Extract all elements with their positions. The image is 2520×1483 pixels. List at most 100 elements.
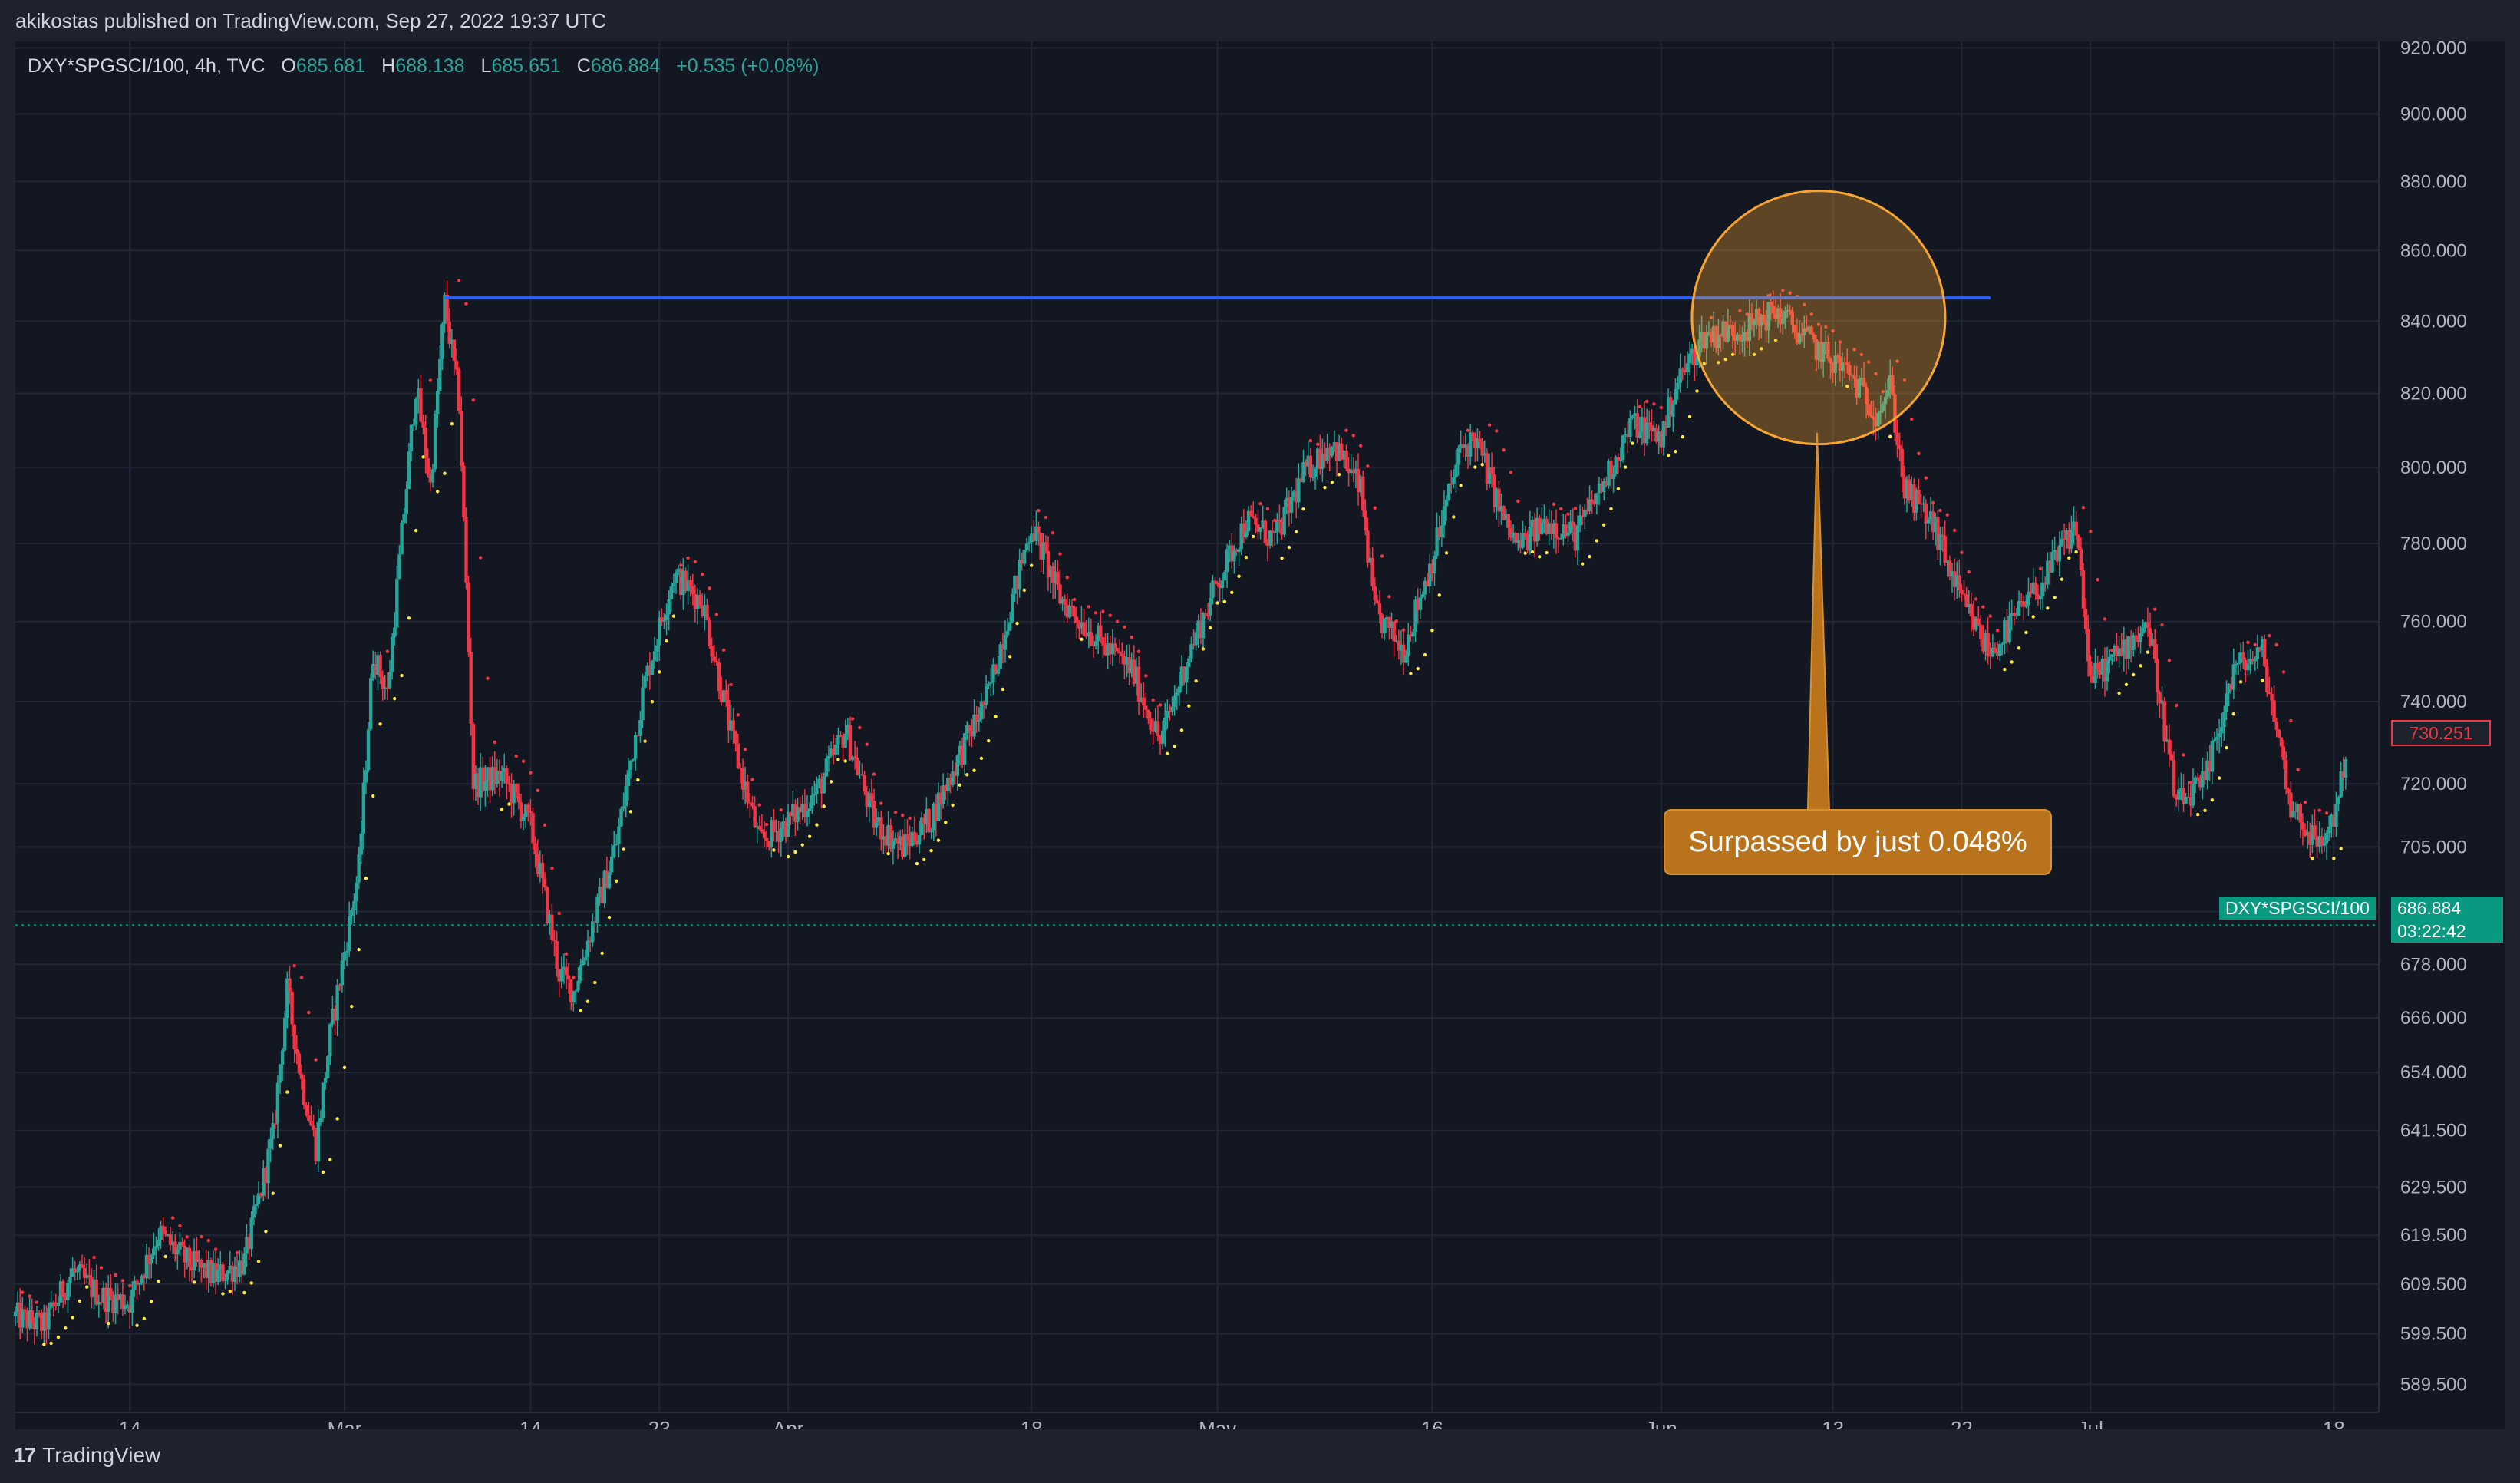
candle-body — [1781, 319, 1785, 325]
sar-dot — [607, 915, 612, 920]
tradingview-logo[interactable]: 17 TradingView — [14, 1443, 160, 1468]
candle-body — [1373, 586, 1377, 601]
candle-body — [460, 411, 463, 466]
callout-box[interactable]: Surpassed by just 0.048% — [1664, 809, 2052, 875]
candle-body — [779, 828, 783, 842]
candle-body — [2076, 535, 2080, 549]
candle-body — [411, 424, 416, 426]
candle-body — [292, 1024, 296, 1049]
candle-body — [987, 683, 991, 686]
sar-dot — [2303, 801, 2307, 804]
candle-body — [1590, 499, 1594, 504]
candle-body — [2198, 777, 2202, 788]
sar-dot — [2296, 768, 2300, 772]
candle-body — [299, 1073, 304, 1079]
sar-dot — [114, 1273, 117, 1277]
candle-body — [383, 687, 387, 689]
candle-body — [1893, 394, 1897, 433]
sar-dot — [2238, 680, 2243, 684]
candle-body — [355, 882, 358, 902]
candle-body — [230, 1265, 235, 1282]
sar-dot — [1237, 574, 1241, 579]
candle-body — [1661, 421, 1666, 448]
candle-body — [1048, 566, 1053, 578]
candle-body — [51, 1302, 55, 1306]
candle-body — [1829, 358, 1832, 364]
candle-body — [2019, 601, 2024, 603]
sar-dot — [1588, 554, 1591, 559]
candle-body — [1568, 521, 1572, 533]
candle-body — [2024, 605, 2028, 607]
sar-dot — [264, 1230, 268, 1234]
sar-dot — [342, 1065, 347, 1069]
sar-dot — [1337, 473, 1341, 477]
candle-body — [35, 1313, 39, 1329]
candle-body — [1984, 633, 1987, 652]
candle-body — [1840, 362, 1845, 371]
candle-body — [1258, 527, 1262, 532]
candle-body — [774, 831, 778, 833]
candle-body — [347, 915, 351, 952]
candle-body — [1440, 525, 1444, 537]
candle-body — [1282, 507, 1286, 535]
candle-body — [1977, 618, 1981, 625]
sar-dot — [736, 713, 740, 717]
candle-body — [977, 719, 981, 722]
candle-body — [1867, 404, 1871, 416]
sar-dot — [1859, 352, 1864, 357]
candle-body — [1134, 666, 1139, 684]
candle-body — [1609, 461, 1613, 480]
publisher-bar: akikostas published on TradingView.com, … — [0, 0, 2520, 41]
sar-dot — [893, 810, 898, 814]
sar-dot — [500, 808, 504, 811]
sar-dot — [2217, 776, 2221, 780]
candle-body — [30, 1310, 34, 1323]
candle-body — [729, 720, 733, 731]
candle-body — [510, 784, 513, 804]
candle-body — [316, 1122, 320, 1162]
sar-dot — [1480, 462, 1484, 467]
candle-body — [1733, 335, 1737, 341]
candle-body — [1676, 382, 1680, 390]
candle-body — [1883, 396, 1888, 405]
candle-body — [381, 676, 384, 689]
sar-dot — [636, 778, 640, 782]
candle-body — [1652, 428, 1656, 431]
candle-body — [471, 723, 476, 789]
price-tick-label: 619.500 — [2400, 1225, 2467, 1246]
candle-body — [1836, 355, 1840, 357]
candle-body — [2220, 727, 2224, 734]
candle-body — [2065, 530, 2069, 540]
sar-dot — [2174, 703, 2179, 708]
candle-body — [192, 1250, 196, 1271]
candle-body — [1182, 666, 1186, 683]
candle-body — [2165, 739, 2169, 742]
candle-body — [1855, 378, 1859, 398]
candle-body — [622, 806, 625, 809]
sar-dot — [944, 821, 948, 824]
candle-body — [1139, 697, 1143, 702]
candle-body — [90, 1277, 94, 1298]
candle-body — [996, 669, 1000, 675]
candle-body — [495, 771, 500, 784]
candle-body — [1325, 448, 1329, 461]
candle-body — [719, 691, 724, 702]
candle-body — [1366, 530, 1370, 563]
candle-body — [2156, 659, 2159, 692]
candle-body — [1407, 634, 1410, 656]
candle-body — [505, 768, 509, 784]
sar-dot — [1423, 652, 1427, 657]
candle-body — [1573, 526, 1578, 551]
candle-body — [1638, 431, 1642, 438]
candle-body — [1399, 644, 1403, 651]
candle-body — [2091, 676, 2095, 683]
candle-body — [628, 760, 633, 771]
candle-body — [400, 523, 404, 555]
candle-body — [2330, 814, 2334, 827]
candle-body — [1538, 517, 1542, 535]
candle-body — [1199, 620, 1203, 639]
sar-dot — [2317, 808, 2321, 812]
candle-body — [1874, 419, 1878, 427]
candle-body — [703, 605, 707, 616]
